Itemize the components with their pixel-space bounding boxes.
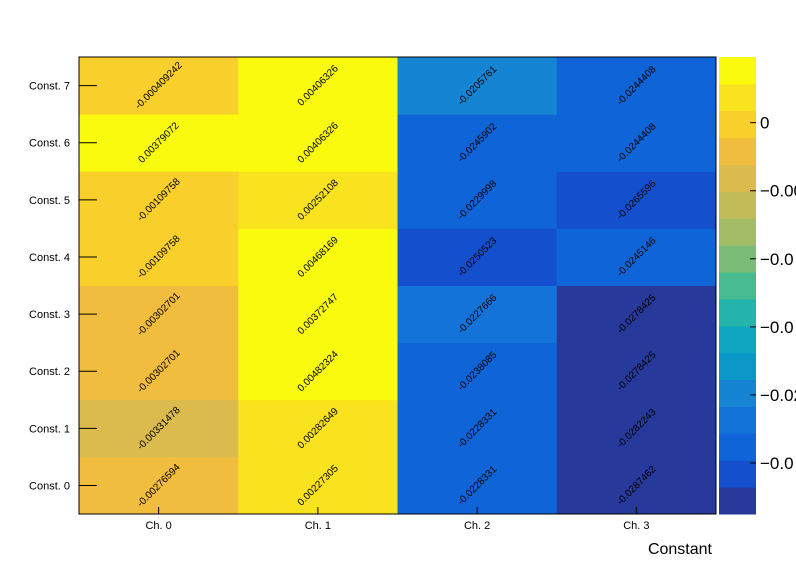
plot-frame	[78, 56, 717, 515]
palette-swatch	[719, 164, 756, 192]
heatmap-cell	[79, 399, 239, 458]
palette-swatch	[719, 433, 756, 461]
x-axis-ticks: Ch. 0 Ch. 1 Ch. 2 Ch. 3	[145, 507, 650, 532]
palette-tick-label: −0.02	[760, 386, 796, 405]
heatmap-cell	[79, 342, 239, 401]
palette-axis-ticks: 0 −0.00 −0.0 −0.0 −0.02 −0.0	[750, 114, 796, 473]
heatmap-cell	[556, 285, 717, 344]
y-tick-label: Const. 1	[29, 423, 70, 435]
palette-swatch	[719, 298, 756, 327]
heatmap-cell	[79, 171, 239, 229]
palette-tick-label: −0.0	[760, 318, 794, 337]
heatmap-cell	[397, 228, 558, 286]
heatmap-cell	[556, 399, 717, 458]
heatmap-cell	[238, 342, 398, 401]
heatmap-cell	[238, 456, 398, 515]
heatmap-cell	[238, 285, 398, 344]
heatmap-cell	[556, 57, 717, 115]
y-tick-label: Const. 3	[29, 309, 70, 321]
heatmap-cell	[397, 171, 558, 229]
heatmap-cell	[238, 228, 398, 286]
heatmap-cell	[397, 342, 558, 401]
palette-swatch	[719, 487, 756, 515]
palette-tick-label: −0.0	[760, 250, 794, 269]
heatmap-cell	[79, 228, 239, 286]
heatmap-cell	[556, 342, 717, 401]
heatmap-cell	[79, 57, 239, 115]
y-tick-label: Const. 4	[29, 252, 70, 264]
heatmap-cell	[397, 57, 558, 115]
palette-swatch	[719, 245, 756, 273]
palette-swatch	[719, 325, 756, 354]
palette-swatch	[719, 83, 756, 112]
y-tick-label: Const. 5	[29, 195, 70, 207]
y-tick-label: Const. 0	[29, 480, 70, 492]
x-axis-title: Constant	[648, 541, 713, 558]
heatmap-cell	[79, 114, 239, 172]
heatmap-cell	[79, 285, 239, 344]
heatmap-cell	[238, 57, 398, 115]
palette-tick-label: −0.00	[760, 182, 796, 201]
palette-swatch	[719, 110, 756, 139]
x-tick-label: Ch. 2	[464, 520, 490, 532]
heatmap-cell	[238, 171, 398, 229]
y-tick-label: Const. 2	[29, 366, 70, 378]
palette-swatch	[719, 379, 756, 407]
color-palette	[719, 57, 756, 515]
palette-swatch	[719, 460, 756, 488]
heatmap-cell	[238, 399, 398, 458]
heatmap-cell	[556, 171, 717, 229]
heatmap-cell	[556, 456, 717, 515]
x-tick-label: Ch. 3	[623, 520, 649, 532]
heatmap-cell	[397, 399, 558, 458]
heatmap-cell	[556, 228, 717, 286]
palette-swatch	[719, 406, 756, 434]
heatmap-cell	[397, 456, 558, 515]
heatmap-cell	[238, 114, 398, 172]
x-tick-label: Ch. 0	[145, 520, 171, 532]
y-tick-label: Const. 6	[29, 138, 70, 150]
heatmap-cell	[397, 114, 558, 172]
palette-swatch	[719, 352, 756, 381]
y-tick-label: Const. 7	[29, 81, 70, 93]
palette-swatch	[719, 218, 756, 246]
palette-tick-label: 0	[760, 114, 769, 133]
palette-swatch	[719, 57, 756, 85]
y-axis-ticks: Const. 0 Const. 1 Const. 2 Const. 3 Const. 4…	[29, 81, 97, 492]
palette-tick-label: −0.0	[760, 454, 794, 473]
palette-swatch	[719, 272, 756, 300]
heatmap-cell	[79, 456, 239, 515]
palette-swatch	[719, 191, 756, 219]
heatmap-cells	[79, 57, 717, 515]
heatmap-cell	[556, 114, 717, 172]
x-tick-label: Ch. 1	[305, 520, 331, 532]
heatmap-cell	[397, 285, 558, 344]
palette-swatch	[719, 137, 756, 166]
